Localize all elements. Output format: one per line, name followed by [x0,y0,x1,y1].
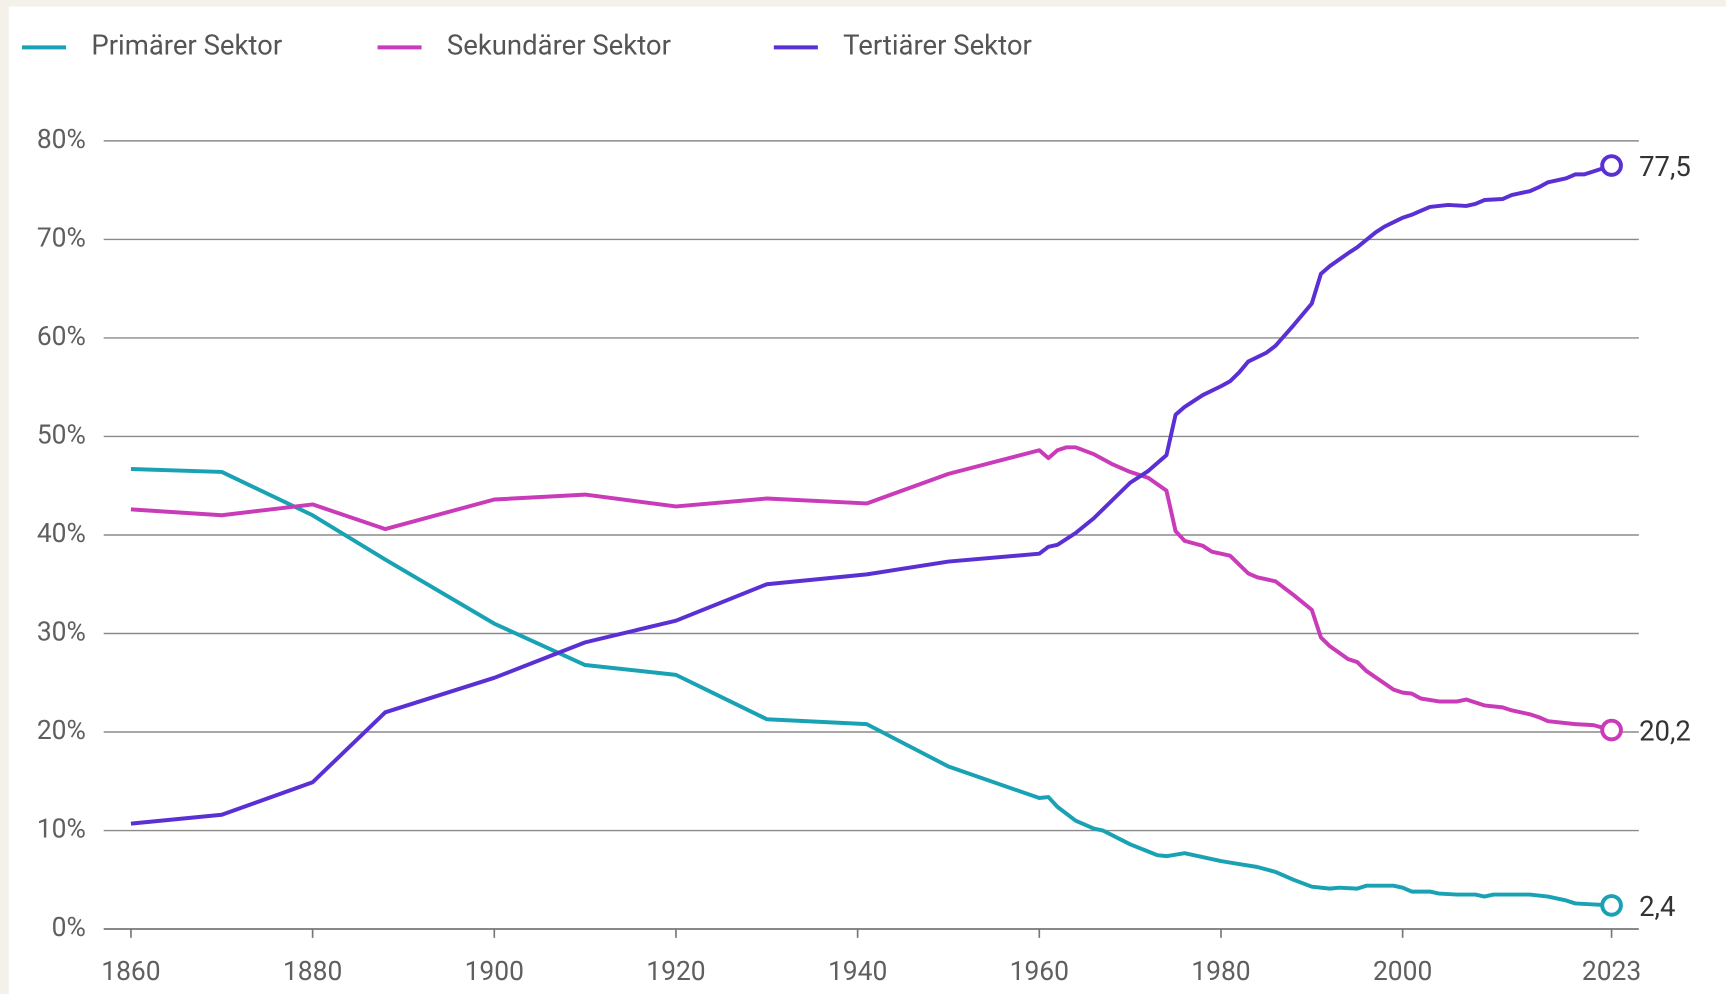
y-tick-label: 80% [37,124,86,155]
legend-label: Sekundärer Sektor [447,29,671,62]
x-tick-label: 1900 [465,956,524,987]
x-tick-label: 1940 [828,956,887,987]
x-tick-label: 1880 [283,956,342,987]
y-tick-label: 20% [37,715,86,746]
x-tick-label: 1960 [1010,956,1069,987]
end-label: 77,5 [1639,150,1691,183]
x-tick-label: 1980 [1191,956,1250,987]
y-tick-label: 10% [37,814,86,845]
end-marker [1600,154,1623,177]
y-tick-label: 0% [52,912,86,943]
x-tick-label: 1860 [101,956,160,987]
end-label: 20,2 [1639,715,1691,748]
x-tick-label: 1920 [646,956,705,987]
end-marker [1600,718,1623,742]
series-line [130,445,1613,732]
end-marker [1600,894,1623,917]
y-tick-label: 60% [37,321,86,352]
y-tick-label: 70% [37,222,86,253]
y-tick-label: 40% [37,518,86,549]
legend-label: Primärer Sektor [91,29,282,62]
legend-label: Tertiärer Sektor [843,29,1032,62]
x-tick-label: 2023 [1582,956,1641,987]
y-tick-label: 50% [37,419,86,450]
series-line [130,163,1613,826]
series-line [130,466,1612,908]
y-tick-label: 30% [37,616,86,647]
end-label: 2,4 [1639,890,1675,923]
x-tick-label: 2000 [1373,956,1432,987]
panel [8,6,1726,994]
